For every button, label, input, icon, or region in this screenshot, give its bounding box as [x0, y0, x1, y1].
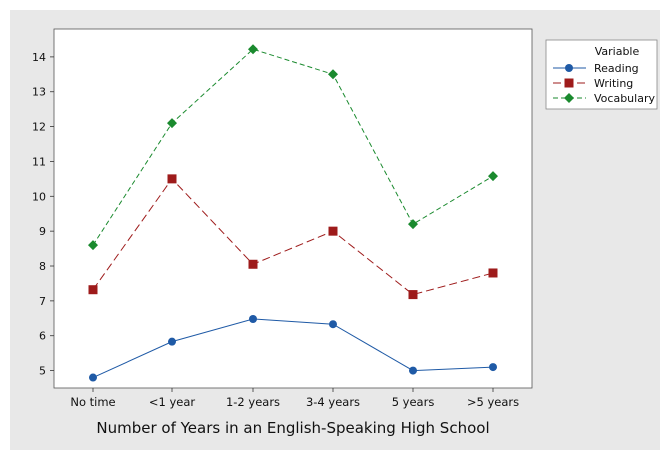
y-tick-label: 9	[39, 225, 46, 238]
y-tick-label: 12	[32, 121, 46, 134]
y-tick-label: 14	[32, 51, 46, 64]
legend: Variable Reading Writing Vocabulary	[545, 39, 658, 110]
x-tick-label: 5 years	[392, 395, 435, 409]
data-point-vocabulary	[408, 219, 418, 230]
data-point-vocabulary	[488, 171, 498, 182]
series-writing	[88, 174, 498, 300]
y-tick-label: 5	[39, 365, 46, 378]
data-point-writing	[488, 268, 498, 278]
series-vocabulary	[88, 44, 498, 251]
data-point-writing	[408, 290, 418, 300]
y-tick-label: 13	[32, 86, 46, 99]
legend-marker-vocabulary	[564, 93, 574, 103]
data-point-reading	[168, 337, 176, 346]
legend-marker-reading	[565, 64, 573, 72]
legend-title: Variable	[595, 45, 640, 58]
data-point-writing	[88, 285, 98, 295]
y-tick-label: 8	[39, 260, 46, 273]
legend-marker-writing	[564, 78, 574, 88]
legend-items: Reading Writing Vocabulary	[553, 62, 655, 105]
data-point-writing	[328, 226, 338, 236]
data-point-vocabulary	[248, 44, 258, 55]
data-point-vocabulary	[328, 69, 338, 80]
legend-label-reading: Reading	[594, 62, 639, 75]
legend-box	[545, 39, 658, 110]
x-tick-label: No time	[70, 395, 115, 409]
legend-label-writing: Writing	[594, 77, 633, 90]
data-point-reading	[329, 320, 337, 329]
x-tick-label: <1 year	[149, 395, 196, 409]
y-tick-label: 6	[39, 330, 46, 343]
data-point-writing	[248, 259, 258, 269]
x-axis: No time <1 year 1-2 years 3-4 years 5 years >…	[70, 388, 519, 409]
x-tick-label: 1-2 years	[226, 395, 280, 409]
data-point-writing	[167, 174, 177, 184]
y-tick-label: 11	[32, 155, 46, 168]
series-line-reading	[92, 318, 494, 378]
data-point-reading	[89, 373, 97, 382]
series-reading	[89, 314, 497, 382]
x-tick-label: 3-4 years	[306, 395, 360, 409]
data-point-vocabulary	[167, 118, 177, 129]
legend-label-vocabulary: Vocabulary	[594, 92, 655, 105]
y-axis: 5 6 7 8 9 10 11 12 13 14	[32, 51, 54, 378]
legend-item-vocabulary: Vocabulary	[553, 92, 655, 105]
y-tick-label: 10	[32, 190, 46, 203]
data-point-reading	[249, 314, 257, 323]
series-line-vocabulary	[92, 48, 494, 246]
series-layer	[88, 44, 498, 382]
data-point-vocabulary	[88, 240, 98, 251]
x-tick-label: >5 years	[467, 395, 519, 409]
data-point-reading	[489, 363, 497, 372]
x-axis-title: Number of Years in an English-Speaking H…	[96, 419, 489, 437]
y-tick-label: 7	[39, 295, 46, 308]
series-line-writing	[92, 178, 494, 296]
legend-item-writing: Writing	[553, 77, 633, 90]
plot-area	[53, 28, 533, 389]
data-point-reading	[409, 366, 417, 375]
legend-item-reading: Reading	[553, 62, 639, 75]
